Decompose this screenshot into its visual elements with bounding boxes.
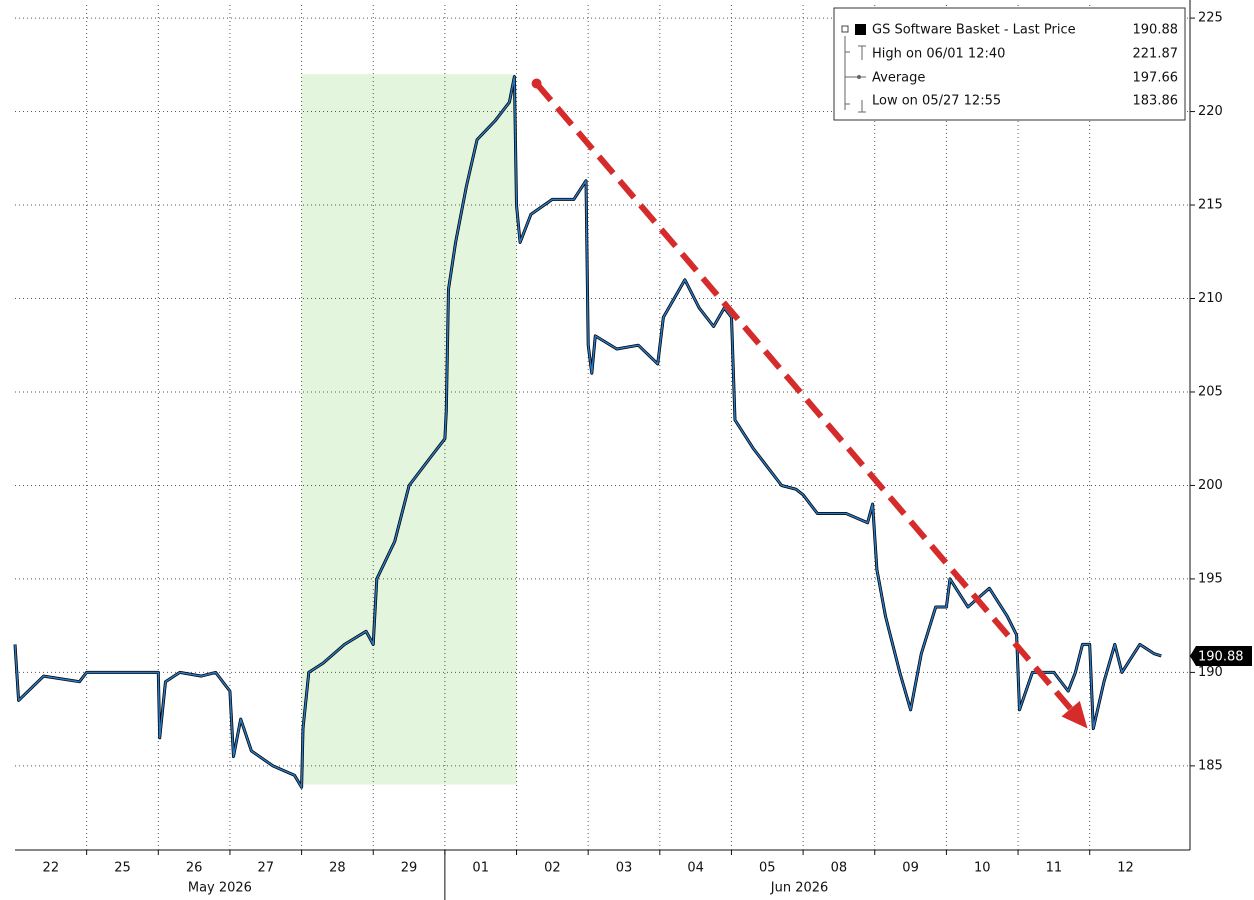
y-tick-label: 205 (1198, 384, 1223, 399)
y-tick-label: 215 (1198, 198, 1223, 213)
price-line-outline (13, 75, 1162, 789)
legend-swatch (855, 24, 866, 35)
legend-label: High on 06/01 12:40 (872, 47, 1005, 62)
x-tick-label: 29 (401, 861, 418, 876)
y-tick-label: 190 (1198, 665, 1223, 680)
x-tick-label: 27 (257, 861, 274, 876)
x-tick-label: 11 (1046, 861, 1063, 876)
x-tick-label: 03 (616, 861, 633, 876)
x-tick-label: 12 (1117, 861, 1134, 876)
last-price-tag (1190, 645, 1252, 666)
last-price-label: 190.88 (1198, 649, 1244, 664)
month-label: Jun 2026 (770, 881, 829, 896)
x-tick-label: 01 (472, 861, 489, 876)
month-label: May 2026 (188, 881, 252, 896)
x-tick-label: 02 (544, 861, 561, 876)
x-tick-label: 22 (43, 861, 60, 876)
price-line (14, 75, 1162, 788)
legend-label: GS Software Basket - Last Price (872, 23, 1076, 38)
x-tick-label: 05 (759, 861, 776, 876)
legend-icon (841, 25, 849, 33)
trend-arrow-head (1061, 700, 1088, 729)
trend-arrow-start (531, 78, 542, 89)
x-tick-label: 04 (687, 861, 704, 876)
legend-value: 183.86 (1133, 94, 1179, 109)
highlight-region (301, 74, 517, 785)
legend-value: 190.88 (1133, 23, 1179, 38)
legend-label: Average (872, 71, 925, 86)
legend-icon (857, 75, 861, 79)
trend-arrow (534, 81, 1073, 711)
x-tick-label: 10 (974, 861, 991, 876)
y-tick-label: 210 (1198, 291, 1223, 306)
y-tick-label: 220 (1198, 104, 1223, 119)
legend-value: 197.66 (1133, 71, 1179, 86)
legend-value: 221.87 (1133, 47, 1179, 62)
x-tick-label: 28 (329, 861, 346, 876)
x-tick-label: 26 (186, 861, 203, 876)
x-tick-label: 08 (831, 861, 848, 876)
legend-label: Low on 05/27 12:55 (872, 94, 1001, 109)
x-tick-label: 25 (114, 861, 131, 876)
y-tick-label: 200 (1198, 478, 1223, 493)
legend-box (833, 7, 1186, 121)
y-tick-label: 195 (1198, 571, 1223, 586)
y-tick-label: 225 (1198, 11, 1223, 26)
legend: GS Software Basket - Last Price 190.88 H… (833, 7, 1186, 121)
y-tick-label: 185 (1198, 758, 1223, 773)
x-tick-label: 09 (902, 861, 919, 876)
